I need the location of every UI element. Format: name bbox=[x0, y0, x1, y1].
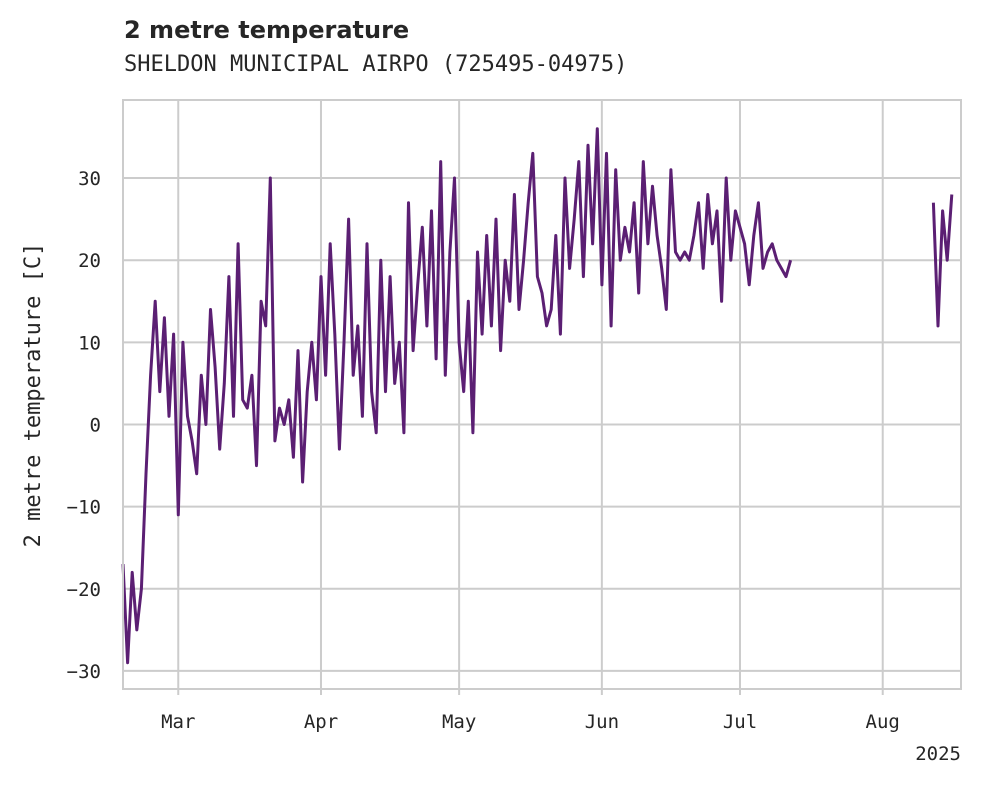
y-tick-label: 10 bbox=[78, 332, 101, 354]
temperature-series-line bbox=[121, 127, 793, 665]
temperature-series-line bbox=[931, 194, 954, 328]
y-axis-label: 2 metre temperature [C] bbox=[21, 243, 46, 548]
chart-subtitle: SHELDON MUNICIPAL AIRPO (725495-04975) bbox=[124, 52, 628, 77]
grid-lines bbox=[123, 100, 961, 695]
y-tick-label: 30 bbox=[78, 168, 101, 190]
x-tick-label: Aug bbox=[866, 711, 900, 733]
y-tick-labels: −30 −20 −10 0 10 20 30 bbox=[67, 168, 101, 683]
plot-frame bbox=[122, 99, 962, 690]
y-tick-label: −10 bbox=[67, 497, 101, 519]
x-tick-label: Mar bbox=[161, 711, 195, 733]
x-tick-label: May bbox=[442, 711, 476, 733]
x-tick-label: Jul bbox=[723, 711, 757, 733]
x-tick-labels: Mar Apr May Jun Jul Aug bbox=[161, 711, 900, 733]
plot-area bbox=[123, 100, 961, 689]
y-tick-label: 20 bbox=[78, 250, 101, 272]
y-tick-label: −30 bbox=[67, 661, 101, 683]
series-layer bbox=[121, 127, 954, 665]
x-tick-label: Apr bbox=[304, 711, 338, 733]
x-tick-label: Jun bbox=[585, 711, 619, 733]
x-year-label: 2025 bbox=[915, 743, 961, 765]
y-tick-label: −20 bbox=[67, 579, 101, 601]
chart-title: 2 metre temperature bbox=[124, 16, 410, 44]
y-tick-label: 0 bbox=[90, 414, 101, 436]
